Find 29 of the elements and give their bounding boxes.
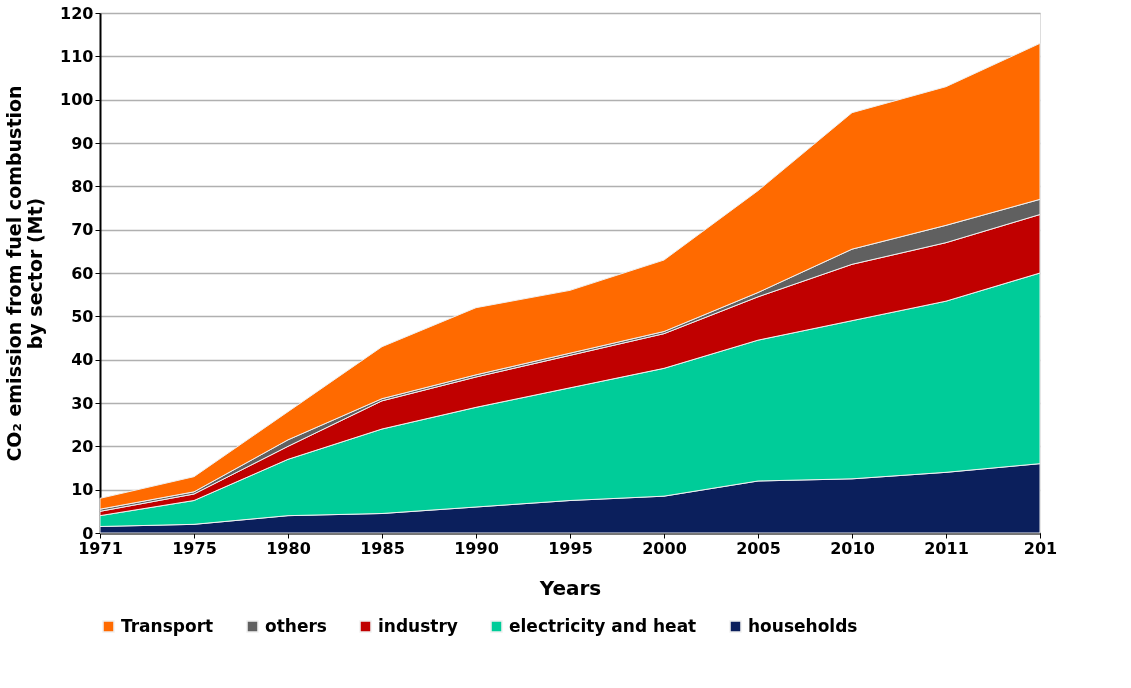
y-tick-label: 40 xyxy=(71,350,94,370)
x-tick-label: 201 xyxy=(1023,538,1058,558)
legend-label: electricity and heat xyxy=(509,615,697,636)
x-tick-label: 2011 xyxy=(924,538,969,558)
x-tick-label: 1980 xyxy=(266,538,311,558)
y-tick-label: 20 xyxy=(71,436,94,456)
x-tick-label: 2010 xyxy=(830,538,875,558)
x-axis-title: Years xyxy=(538,575,602,600)
x-tick-label: 1975 xyxy=(172,538,217,558)
y-tick-label: 90 xyxy=(71,133,94,153)
legend-label: others xyxy=(265,615,327,636)
y-tick-label: 30 xyxy=(71,393,94,413)
x-tick-label: 1990 xyxy=(454,538,499,558)
legend-label: households xyxy=(748,615,858,636)
y-tick-label: 100 xyxy=(60,90,94,110)
y-tick-label: 60 xyxy=(71,263,94,283)
x-tick-label: 1995 xyxy=(548,538,593,558)
legend-label: Transport xyxy=(121,615,214,636)
y-tick-label: 50 xyxy=(71,306,94,326)
y-axis-title: CO₂ emission from fuel combustion by sector (Mt) xyxy=(3,85,47,462)
y-tick-label: 80 xyxy=(71,176,94,196)
y-tick-label: 10 xyxy=(71,480,94,500)
y-tick-label: 70 xyxy=(71,220,94,240)
x-tick-label: 1985 xyxy=(360,538,405,558)
legend-label: industry xyxy=(378,615,458,636)
x-tick-label: 2005 xyxy=(736,538,781,558)
x-tick-label: 2000 xyxy=(642,538,687,558)
y-tick-label: 120 xyxy=(60,3,94,23)
y-tick-label: 110 xyxy=(60,46,94,66)
